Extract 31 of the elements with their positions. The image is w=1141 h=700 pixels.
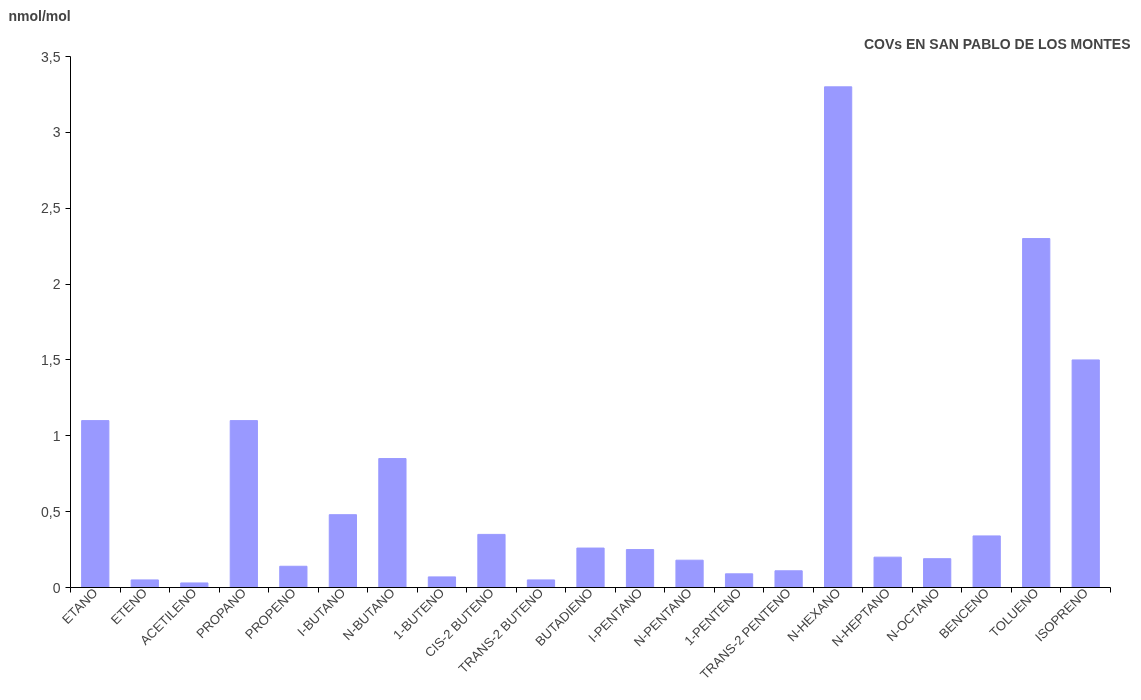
y-tick-label: 1,5	[41, 351, 61, 368]
bar	[774, 570, 803, 588]
bar	[824, 86, 853, 588]
bar	[873, 556, 902, 588]
bar	[576, 547, 605, 588]
bar	[972, 535, 1001, 588]
y-tick-label: 2	[52, 276, 61, 293]
y-tick-label: 2,5	[41, 200, 61, 217]
bar	[477, 533, 506, 588]
bar	[923, 558, 952, 588]
bar	[724, 573, 754, 588]
bar	[625, 549, 655, 588]
bar	[427, 576, 457, 588]
bar	[1022, 238, 1051, 588]
chart-title: COVs EN SAN PABLO DE LOS MONTES	[863, 35, 1131, 52]
bar	[328, 514, 357, 588]
bar	[675, 559, 704, 588]
y-tick-label: 1	[52, 427, 61, 444]
bar	[229, 420, 258, 588]
bar	[526, 579, 556, 588]
bar	[81, 420, 110, 588]
bar	[130, 579, 159, 588]
bar	[378, 458, 407, 588]
y-tick-label: 3	[52, 124, 61, 141]
y-axis-title: nmol/mol	[8, 7, 71, 24]
bar	[1071, 359, 1100, 588]
y-tick-label: 0,5	[41, 503, 61, 520]
bar	[180, 582, 209, 588]
bar	[279, 565, 308, 588]
y-tick-label: 0	[52, 579, 61, 596]
y-tick-label: 3,5	[41, 48, 61, 65]
